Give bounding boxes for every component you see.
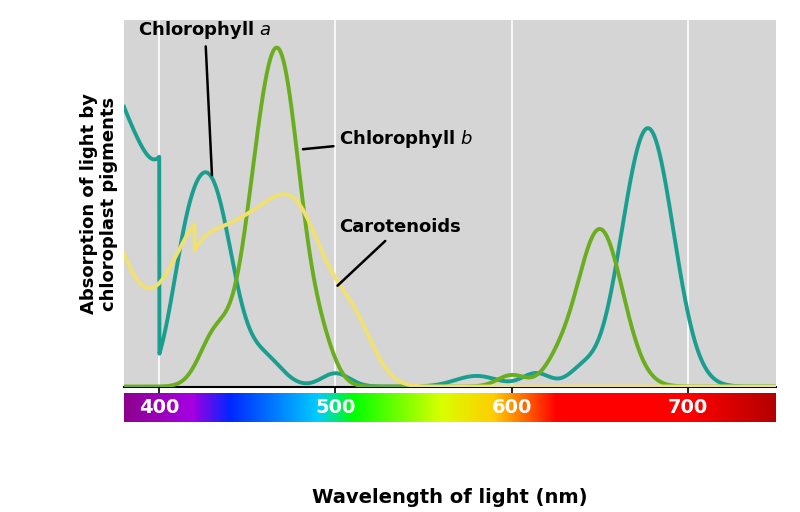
Text: Carotenoids: Carotenoids [338, 218, 461, 286]
Text: Wavelength of light (nm): Wavelength of light (nm) [312, 488, 587, 507]
Y-axis label: Absorption of light by
chloroplast pigments: Absorption of light by chloroplast pigme… [80, 93, 118, 314]
Text: Chlorophyll $\it{b}$: Chlorophyll $\it{b}$ [303, 128, 474, 150]
Text: 500: 500 [315, 398, 356, 417]
Text: 600: 600 [491, 398, 532, 417]
Text: 400: 400 [139, 398, 179, 417]
Text: Chlorophyll $\it{a}$: Chlorophyll $\it{a}$ [138, 19, 272, 175]
Text: 700: 700 [668, 398, 708, 417]
